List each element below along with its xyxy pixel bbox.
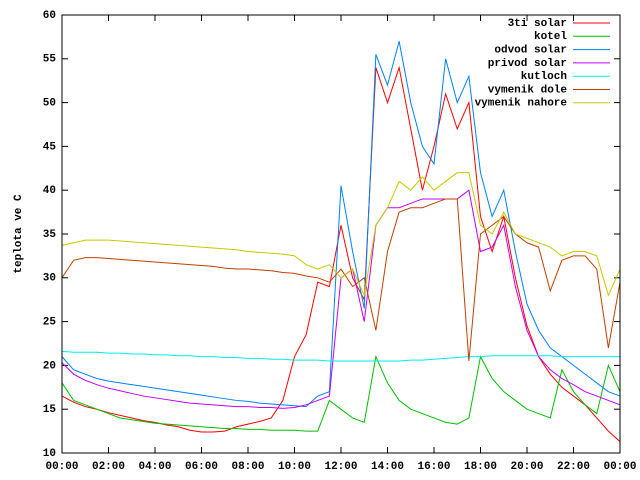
y-tick-label: 60 xyxy=(43,10,56,22)
y-tick-label: 20 xyxy=(43,360,56,372)
x-tick-label: 00:00 xyxy=(603,461,636,473)
y-tick-label: 50 xyxy=(43,98,56,110)
x-tick-label: 18:00 xyxy=(464,461,497,473)
y-tick-label: 35 xyxy=(43,229,57,241)
x-tick-label: 14:00 xyxy=(371,461,404,473)
x-tick-label: 04:00 xyxy=(138,461,171,473)
legend-label: kotel xyxy=(534,31,567,43)
y-tick-label: 40 xyxy=(43,185,56,197)
x-tick-label: 08:00 xyxy=(231,461,264,473)
y-tick-label: 15 xyxy=(43,404,57,416)
x-tick-label: 16:00 xyxy=(417,461,450,473)
series-line xyxy=(61,350,620,362)
legend-label: privod solar xyxy=(488,58,567,70)
plot-border xyxy=(61,14,621,454)
legend-label: kutloch xyxy=(521,71,567,83)
series-line xyxy=(61,172,621,298)
series-line xyxy=(61,198,621,362)
legend-label: vymenik dole xyxy=(488,84,568,96)
series-line xyxy=(61,65,621,442)
y-tick-label: 30 xyxy=(43,273,56,285)
y-tick-label: 55 xyxy=(43,54,57,66)
y-axis-label: teplota ve C xyxy=(13,194,25,274)
x-tick-label: 20:00 xyxy=(510,461,543,473)
legend-label: odvod solar xyxy=(494,45,567,57)
x-tick-label: 10:00 xyxy=(278,461,311,473)
x-tick-label: 06:00 xyxy=(185,461,218,473)
legend-label: 3ti solar xyxy=(508,18,567,30)
y-tick-label: 10 xyxy=(43,448,56,460)
y-tick-label: 25 xyxy=(43,317,57,329)
series-line xyxy=(61,41,621,408)
x-tick-label: 02:00 xyxy=(92,461,125,473)
y-tick-label: 45 xyxy=(43,141,57,153)
series-line xyxy=(61,354,621,432)
x-tick-label: 22:00 xyxy=(557,461,590,473)
x-tick-label: 12:00 xyxy=(324,461,357,473)
x-tick-label: 00:00 xyxy=(45,461,78,473)
legend-label: vymenik nahore xyxy=(475,98,568,110)
series-line xyxy=(61,189,621,409)
